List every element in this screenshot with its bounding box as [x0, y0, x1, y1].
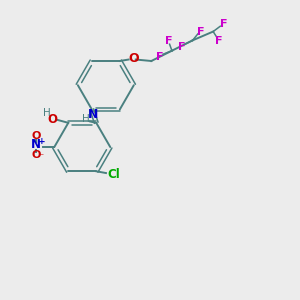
- Text: N: N: [31, 138, 41, 151]
- Text: H: H: [43, 108, 51, 118]
- Text: O: O: [32, 150, 41, 160]
- Text: O: O: [47, 113, 57, 126]
- Text: N: N: [88, 108, 98, 121]
- Text: F: F: [165, 36, 172, 46]
- Text: F: F: [220, 19, 227, 29]
- Text: ⁻: ⁻: [39, 152, 44, 162]
- Text: F: F: [178, 42, 185, 52]
- Text: F: F: [215, 36, 223, 46]
- Text: H: H: [82, 114, 90, 124]
- Text: Cl: Cl: [108, 168, 120, 181]
- Text: F: F: [197, 27, 205, 37]
- Text: +: +: [38, 137, 45, 146]
- Text: O: O: [128, 52, 139, 65]
- Text: F: F: [156, 52, 164, 61]
- Text: O: O: [32, 131, 41, 141]
